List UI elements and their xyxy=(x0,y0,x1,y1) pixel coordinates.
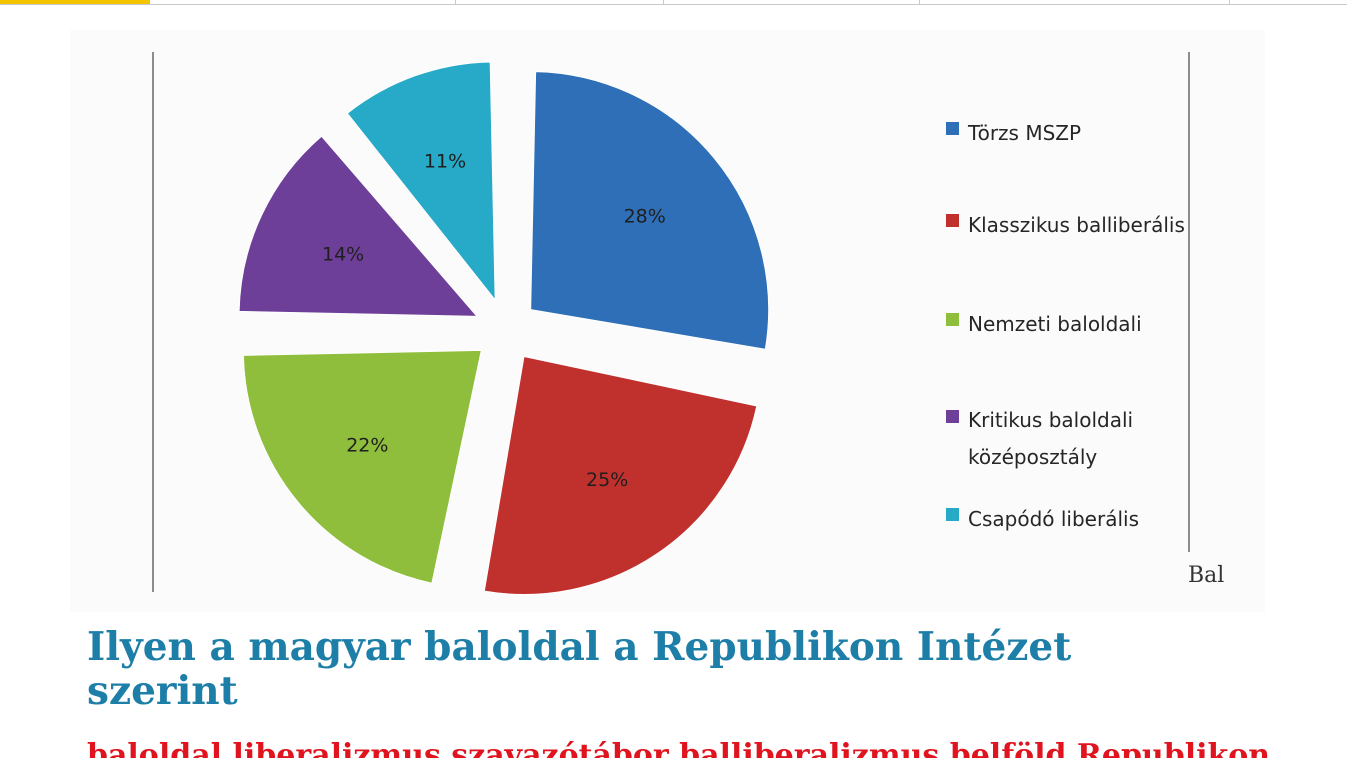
pie-slice xyxy=(238,135,479,317)
legend-item: Törzs MSZP xyxy=(946,114,1081,152)
tab[interactable] xyxy=(1230,0,1347,5)
tab[interactable] xyxy=(664,0,920,5)
figure-left-border xyxy=(152,52,154,592)
article-headline[interactable]: Ilyen a magyar baloldal a Republikon Int… xyxy=(87,624,1072,714)
legend-label: Nemzeti baloldali xyxy=(968,312,1142,336)
tag-links[interactable]: baloldal liberalizmus szavazótábor balli… xyxy=(87,738,1271,758)
pie-slice xyxy=(530,71,770,350)
pie-chart: 28% 25% 22% 14% 11% xyxy=(238,61,770,595)
tab[interactable] xyxy=(150,0,456,5)
slice-percent-label: 25% xyxy=(586,469,628,491)
legend-swatch xyxy=(946,313,959,326)
tab[interactable] xyxy=(456,0,664,5)
slice-percent-label: 14% xyxy=(322,243,364,265)
pie-slice xyxy=(483,355,758,595)
legend-label: Klasszikus balliberális xyxy=(968,213,1185,237)
pie-slice xyxy=(242,349,482,584)
legend-item: Klasszikus balliberális xyxy=(946,206,1185,244)
top-tab-strip xyxy=(0,0,1347,6)
legend-swatch xyxy=(946,410,959,423)
legend-label: Törzs MSZP xyxy=(968,121,1082,145)
tab-active-marker[interactable] xyxy=(0,0,150,5)
legend-swatch xyxy=(946,508,959,521)
side-caption: Bal xyxy=(1188,563,1225,588)
tab[interactable] xyxy=(920,0,1230,5)
legend-label: Csapódó liberális xyxy=(968,507,1139,531)
legend-item: Csapódó liberális xyxy=(946,500,1139,538)
slice-percent-label: 11% xyxy=(424,151,466,173)
legend-swatch xyxy=(946,214,959,227)
legend-item: Kritikus baloldali középosztály xyxy=(946,402,1188,476)
slice-percent-label: 28% xyxy=(624,205,666,227)
legend-label: Kritikus baloldali középosztály xyxy=(968,408,1134,469)
chart-figure: 28% 25% 22% 14% 11% Törzs MSZP Klasszikus ba… xyxy=(70,30,1265,612)
figure-right-border xyxy=(1188,52,1190,552)
legend-swatch xyxy=(946,122,959,135)
legend-item: Nemzeti baloldali xyxy=(946,305,1142,343)
slice-percent-label: 22% xyxy=(346,435,388,457)
pie-slice xyxy=(346,61,496,302)
